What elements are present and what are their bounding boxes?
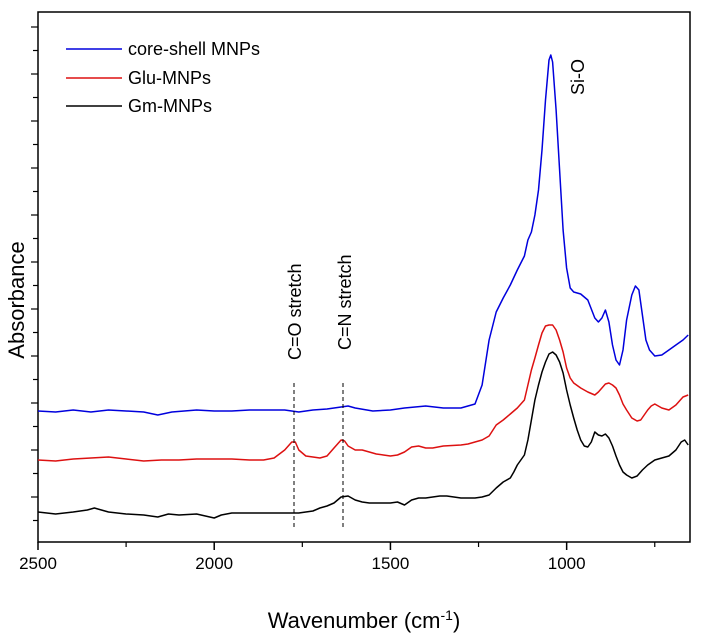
plot-frame xyxy=(37,11,691,543)
legend-label-core-shell: core-shell MNPs xyxy=(128,39,260,59)
x-axis-label-sup: -1 xyxy=(441,607,454,623)
legend-label-glu: Glu-MNPs xyxy=(128,68,211,88)
y-axis-label: Absorbance xyxy=(4,241,29,358)
series-line-gm-mnps xyxy=(37,351,689,519)
series-lines xyxy=(37,54,689,519)
x-tick-label: 1000 xyxy=(548,554,586,573)
x-axis-label: Wavenumber (cm-1) xyxy=(268,607,461,633)
legend-label-gm: Gm-MNPs xyxy=(128,96,212,116)
y-tick-marks xyxy=(31,26,38,522)
annotation-c-o-stretch: C=O stretch xyxy=(285,263,305,360)
x-ticks: 2500 2000 1500 1000 xyxy=(19,542,656,573)
legend: core-shell MNPs Glu-MNPs Gm-MNPs xyxy=(66,39,260,116)
x-tick-label: 2500 xyxy=(19,554,57,573)
x-tick-label: 1500 xyxy=(372,554,410,573)
x-axis-label-close: ) xyxy=(453,608,460,633)
x-axis-label-main: Wavenumber (cm xyxy=(268,608,441,633)
annotation-c-n-stretch: C=N stretch xyxy=(335,254,355,350)
annotation-si-o: Si-O xyxy=(568,59,588,95)
x-tick-label: 2000 xyxy=(195,554,233,573)
series-line-glu-mnps xyxy=(37,324,689,462)
series-line-core-shell-mnps xyxy=(37,54,689,416)
